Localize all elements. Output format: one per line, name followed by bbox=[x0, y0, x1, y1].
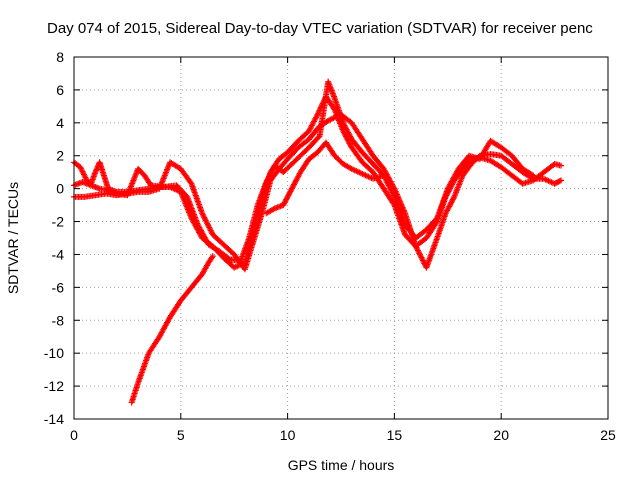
y-tick-label: -4 bbox=[52, 246, 65, 262]
y-tick-label: -10 bbox=[44, 345, 64, 361]
y-axis-label: SDTVAR / TECUs bbox=[5, 182, 21, 294]
y-tick-label: -8 bbox=[52, 312, 65, 328]
y-tick-label: -12 bbox=[44, 378, 64, 394]
data-point bbox=[225, 255, 232, 262]
x-axis-label: GPS time / hours bbox=[288, 457, 395, 473]
series-track-c bbox=[71, 78, 537, 265]
plot-frame bbox=[73, 56, 609, 420]
x-tick-label: 15 bbox=[387, 427, 403, 443]
data-point bbox=[528, 171, 535, 178]
x-tick-label: 10 bbox=[280, 427, 296, 443]
series-track-a bbox=[71, 93, 565, 271]
x-tick-label: 25 bbox=[600, 427, 616, 443]
data-point bbox=[450, 195, 457, 202]
data-point bbox=[380, 172, 387, 179]
axis-ticks: 0 5 10 15 20 25 -14 -12 -10 -8 -6 -4 -2 0 2 4 6 8 bbox=[44, 49, 616, 443]
y-tick-label: -6 bbox=[52, 279, 65, 295]
data-point bbox=[313, 112, 320, 119]
chart-title: Day 074 of 2015, Sidereal Day-to-day VTE… bbox=[47, 20, 593, 37]
y-tick-label: 2 bbox=[56, 148, 64, 164]
data-point bbox=[558, 177, 565, 184]
x-tick-label: 20 bbox=[493, 427, 509, 443]
y-tick-label: 0 bbox=[56, 181, 64, 197]
data-point bbox=[209, 253, 216, 260]
data-point bbox=[556, 178, 563, 185]
x-tick-label: 5 bbox=[177, 427, 185, 443]
y-tick-label: 8 bbox=[56, 49, 64, 65]
series-track-d bbox=[128, 253, 216, 406]
plot-data bbox=[71, 78, 565, 406]
x-tick-label: 0 bbox=[70, 427, 78, 443]
y-tick-label: -2 bbox=[52, 214, 65, 230]
data-point bbox=[558, 162, 565, 169]
data-point bbox=[208, 254, 215, 261]
series-track-e bbox=[263, 139, 387, 217]
y-tick-label: 4 bbox=[56, 115, 64, 131]
data-point bbox=[314, 111, 321, 118]
data-point bbox=[530, 172, 537, 179]
data-point bbox=[315, 134, 322, 141]
y-tick-label: -14 bbox=[44, 411, 64, 427]
grid-lines bbox=[74, 57, 608, 419]
y-tick-label: 6 bbox=[56, 82, 64, 98]
